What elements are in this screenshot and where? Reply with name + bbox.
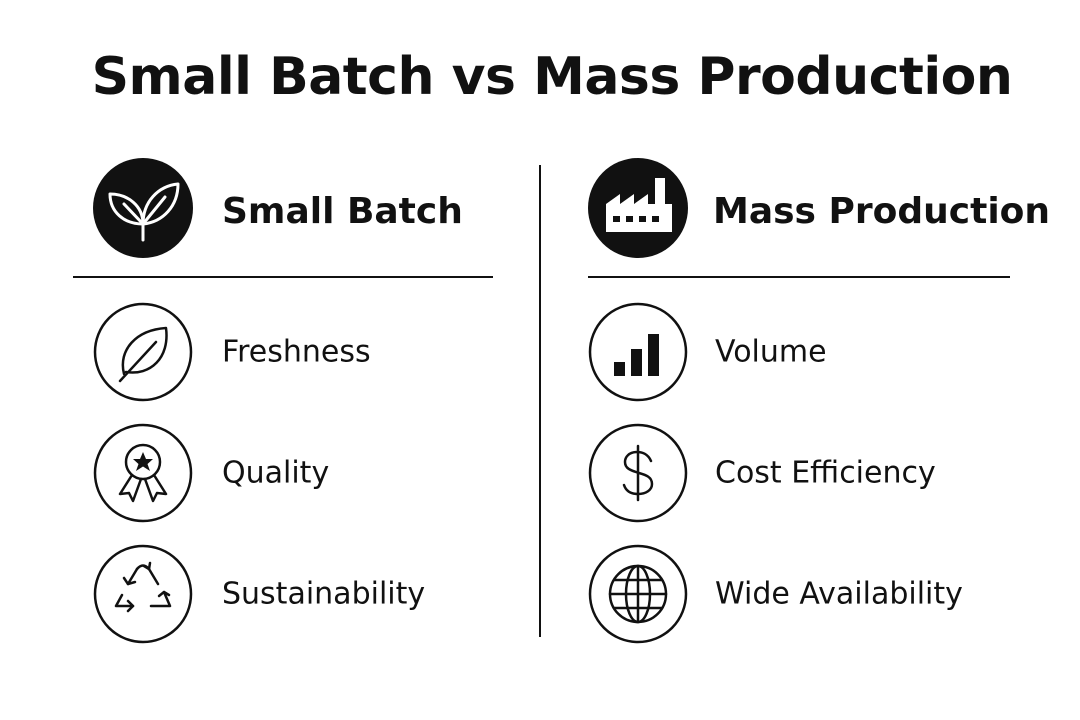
icon-part — [118, 326, 168, 383]
icon-part — [126, 567, 139, 586]
item-cost-efficiency: Cost Efficiency — [588, 423, 936, 523]
title: Small Batch vs Mass Production — [92, 47, 1013, 107]
item-wide-availability: Wide Availability — [588, 544, 963, 644]
item-sustainability: Sustainability — [93, 544, 425, 644]
icon-part — [124, 443, 162, 481]
icon-part — [622, 444, 654, 502]
icon-part — [631, 349, 642, 376]
item-label: Wide Availability — [715, 577, 963, 612]
icon-part — [608, 564, 668, 624]
item-quality: Quality — [93, 423, 329, 523]
icon-part — [93, 423, 193, 523]
item-label: Cost Efficiency — [715, 456, 936, 491]
icon-part — [114, 561, 172, 613]
column-heading: Small Batch — [222, 191, 463, 232]
icon-part — [122, 202, 145, 226]
small-batch-header: Small Batch — [93, 158, 463, 258]
sprout-icon — [108, 182, 180, 242]
icon-part — [588, 302, 688, 402]
icon-part — [141, 195, 167, 226]
icon-part — [118, 340, 158, 383]
icon-part — [639, 216, 646, 222]
icon-part — [108, 192, 145, 226]
item-label: Volume — [715, 335, 827, 370]
icon-part — [93, 544, 193, 644]
icon-part — [135, 564, 151, 571]
item-freshness: Freshness — [93, 302, 371, 402]
icon-part — [648, 334, 659, 376]
column-heading: Mass Production — [713, 191, 1050, 232]
item-label: Sustainability — [222, 577, 425, 612]
icon-part — [626, 216, 633, 222]
icon-part — [157, 590, 171, 598]
icon-part — [133, 452, 153, 471]
icon-part — [114, 593, 135, 608]
icon-part — [143, 473, 168, 503]
item-volume: Volume — [588, 302, 827, 402]
icon-part — [149, 590, 172, 608]
icon-part — [147, 567, 160, 586]
item-label: Freshness — [222, 335, 371, 370]
icon-part — [614, 362, 625, 376]
icon-part — [588, 423, 688, 523]
header-icon — [93, 158, 193, 258]
icon-part — [141, 182, 180, 226]
factory-icon — [606, 178, 672, 232]
item-label: Quality — [222, 456, 329, 491]
icon-part — [121, 326, 168, 376]
icon-part — [118, 443, 168, 503]
icon-part — [613, 216, 620, 222]
icon-part — [652, 216, 659, 222]
icon-part — [93, 302, 193, 402]
icon-part — [122, 576, 137, 586]
icon-part — [118, 473, 143, 503]
mass-production-header: Mass Production — [588, 158, 1050, 258]
icon-part — [588, 544, 688, 644]
icon-part — [126, 599, 135, 613]
